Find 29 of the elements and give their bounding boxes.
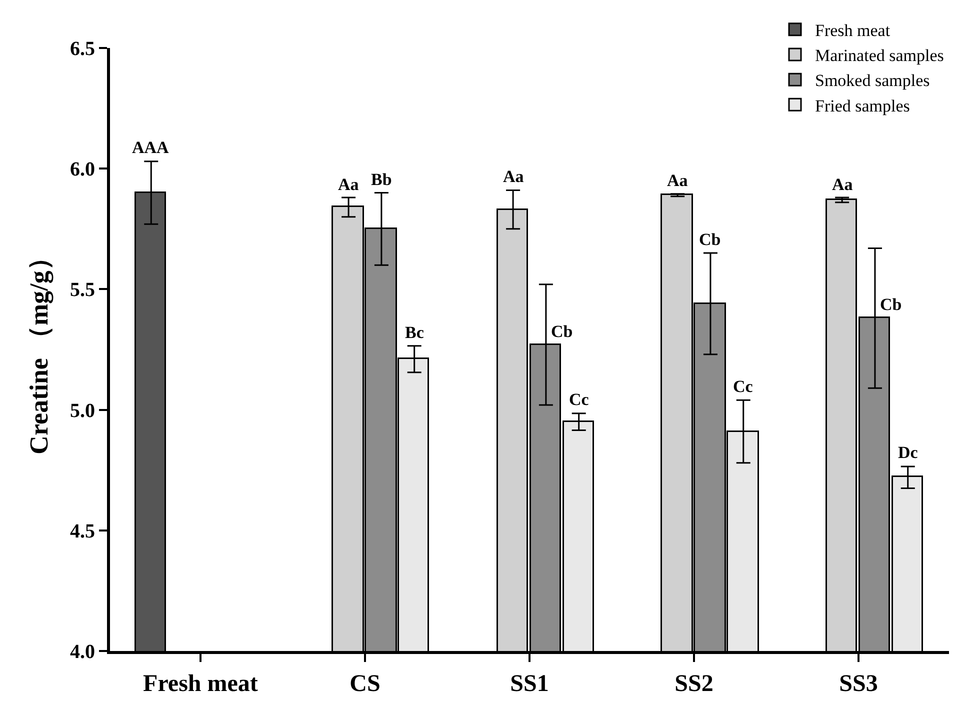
data-label: Cc [733, 377, 754, 396]
y-tick-label: 4.5 [70, 520, 95, 542]
data-label: Aa [503, 167, 524, 186]
data-label: Cb [551, 322, 573, 341]
x-tick-label: SS3 [839, 670, 878, 697]
data-label: Dc [898, 443, 918, 462]
data-label: AAA [132, 138, 170, 157]
data-label: Aa [832, 175, 854, 194]
legend-label: Smoked samples [815, 71, 930, 90]
y-axis-title: Creatine （mg/g） [24, 244, 54, 454]
y-tick-label: 6.5 [70, 38, 95, 60]
legend-label: Marinated samples [815, 46, 944, 66]
y-tick-label: 5.0 [70, 400, 95, 422]
data-label: Cb [699, 230, 721, 249]
data-label: Aa [667, 171, 688, 190]
data-label: Bb [371, 170, 392, 189]
legend-label: Fried samples [815, 96, 910, 116]
y-tick-label: 5.5 [70, 279, 95, 302]
data-label: Cc [569, 390, 590, 409]
y-tick-label: 6.0 [70, 158, 95, 181]
legend-label: Fresh meat [815, 21, 890, 40]
data-label: Cb [880, 295, 902, 314]
x-tick-label: SS2 [674, 670, 714, 697]
x-tick-label: SS1 [510, 670, 549, 697]
x-tick-label: CS [350, 670, 380, 697]
x-tick-label: Fresh meat [143, 670, 258, 697]
data-label: Aa [338, 175, 360, 194]
y-tick-label: 4.0 [70, 641, 95, 663]
data-label: Bc [405, 323, 424, 342]
